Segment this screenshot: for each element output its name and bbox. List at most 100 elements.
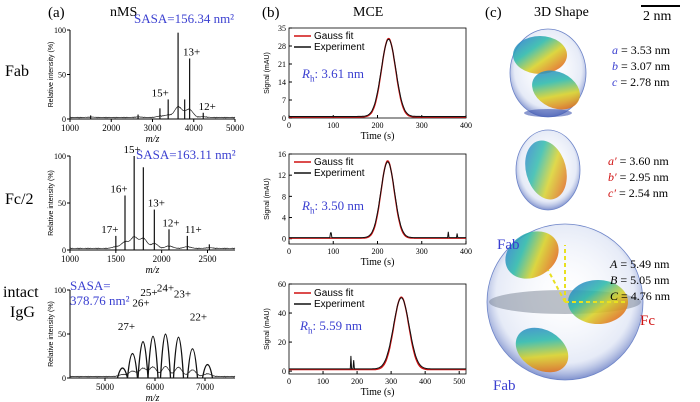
dim-c-prime: c′ = 2.54 nm [608, 186, 669, 200]
ms-y-tick-label: 100 [54, 152, 66, 161]
mce-x-tick-label: 300 [416, 121, 428, 130]
mce-y-tick-label: 8 [282, 192, 286, 201]
ms-x-axis-label: m/z [146, 134, 160, 145]
ms-peak-label: 15+ [124, 144, 141, 156]
label-fab-bottom: Fab [493, 378, 516, 394]
ms-spectrum-baseline [69, 105, 236, 119]
legend-experiment-label: Experiment [314, 42, 365, 53]
ms-x-tick-label: 2000 [102, 123, 121, 133]
shape-fab [509, 28, 587, 118]
ms-x-tick-label: 6000 [146, 382, 165, 392]
ms-peak-label: 25+ [140, 287, 157, 299]
label-fc: Fc [640, 313, 655, 329]
ms-y-tick-label: 0 [62, 374, 66, 383]
header-3d-shape: 3D Shape [534, 5, 589, 20]
mce-y-tick-label: 0 [282, 367, 286, 376]
legend-experiment-label: Experiment [314, 168, 365, 179]
ms-peak [147, 336, 159, 379]
gauss-fit-line [289, 296, 466, 371]
ms-peak [172, 336, 185, 379]
ms-x-tick-label: 7000 [196, 382, 215, 392]
sasa-igg-line1: SASA= [70, 278, 111, 293]
mce-y-tick-label: 12 [278, 171, 286, 180]
ms-x-axis-label: m/z [146, 393, 160, 402]
ms-peak-label: 13+ [148, 198, 165, 210]
header-nms: nMS [110, 5, 138, 20]
experiment-line [289, 38, 466, 117]
mce-x-tick-label: 200 [372, 247, 384, 256]
mce-x-tick-label: 200 [372, 121, 384, 130]
mce-y-tick-label: 40 [278, 309, 286, 318]
mce-x-tick-label: 200 [351, 377, 363, 386]
ms-peak [137, 341, 149, 379]
row-label-intact: intact [3, 284, 39, 301]
ms-y-axis-label: Relative intensity (%) [48, 42, 55, 108]
dim-B: B = 5.05 nm [610, 273, 670, 287]
ms-peak [201, 363, 214, 379]
ms-x-axis-label: m/z [146, 265, 160, 276]
ms-peak-label: 11+ [185, 224, 202, 236]
ms-y-tick-label: 50 [58, 71, 66, 80]
ms-x-tick-label: 4000 [185, 123, 204, 133]
ms-x-tick-label: 1000 [61, 254, 80, 264]
legend-gauss-label: Gauss fit [314, 288, 354, 299]
ms-peak [126, 353, 139, 379]
mce-y-tick-label: 4 [282, 214, 286, 223]
mce-y-tick-label: 28 [278, 42, 286, 51]
mce-y-tick-label: 21 [278, 60, 286, 69]
mce-x-tick-label: 100 [317, 377, 329, 386]
rh-fab: Rh: 3.61 nm [302, 66, 364, 84]
mce-x-tick-label: 100 [327, 247, 339, 256]
dim-c: c = 2.78 nm [612, 75, 670, 89]
ms-x-tick-label: 3000 [144, 123, 163, 133]
axis-c-line [547, 269, 566, 303]
dim-b-prime: b′ = 2.95 nm [608, 170, 669, 184]
row-label-fab: Fab [5, 63, 29, 80]
ms-peak-label: 13+ [183, 46, 200, 58]
ms-peak [186, 348, 199, 379]
legend-experiment-label: Experiment [314, 299, 365, 310]
mce-x-axis-label: Time (s) [361, 257, 395, 268]
dim-C: C = 4.76 nm [610, 289, 671, 303]
ms-spectrum-baseline [69, 235, 236, 250]
ms-spectrum-baseline [69, 366, 236, 378]
panel-letter-c: (c) [485, 5, 502, 21]
mce-y-tick-label: 16 [278, 150, 286, 159]
mce-x-tick-label: 400 [419, 377, 431, 386]
ms-y-tick-label: 50 [58, 199, 66, 208]
mce-x-axis-label: Time (s) [361, 387, 395, 398]
mce-y-tick-label: 60 [278, 280, 286, 289]
ms-peak [159, 333, 172, 379]
protein-fab-lower [532, 70, 580, 110]
dim-A: A = 5.49 nm [610, 257, 670, 271]
protein-fc-arm [568, 280, 628, 324]
ms-x-tick-label: 5000 [226, 123, 245, 133]
header-mce: MCE [353, 5, 384, 20]
row-label-igg: IgG [10, 304, 35, 321]
panel-letter-a: (a) [48, 5, 65, 21]
legend-gauss-label: Gauss fit [314, 157, 354, 168]
mce-x-tick-label: 0 [287, 377, 291, 386]
rh-igg: Rh: 5.59 nm [300, 318, 362, 336]
dim-a-prime: a′ = 3.60 nm [608, 154, 669, 168]
ms-x-tick-label: 2000 [153, 254, 172, 264]
mce-y-tick-label: 20 [278, 338, 286, 347]
ms-peak-label: 27+ [118, 321, 135, 333]
dim-b: b = 3.07 nm [612, 59, 671, 73]
ms-x-tick-label: 5000 [96, 382, 115, 392]
ms-y-axis-label: Relative intensity (%) [48, 301, 55, 367]
ms-peak-label: 12+ [199, 101, 216, 113]
ms-peak-label: 26+ [132, 297, 149, 309]
mce-x-tick-label: 0 [287, 121, 291, 130]
protein-fc [525, 140, 567, 200]
sasa-fab: SASA=156.34 nm² [134, 11, 235, 26]
ms-peak-label: 12+ [162, 217, 179, 229]
rh-fc: Rh: 3.50 nm [302, 198, 364, 216]
mce-y-tick-label: 14 [278, 78, 286, 87]
ms-peak-label: 22+ [190, 311, 207, 323]
experiment-line [289, 297, 466, 370]
ms-peak-label: 17+ [101, 224, 118, 236]
mce-x-tick-label: 400 [460, 247, 472, 256]
mce-x-tick-label: 0 [287, 247, 291, 256]
